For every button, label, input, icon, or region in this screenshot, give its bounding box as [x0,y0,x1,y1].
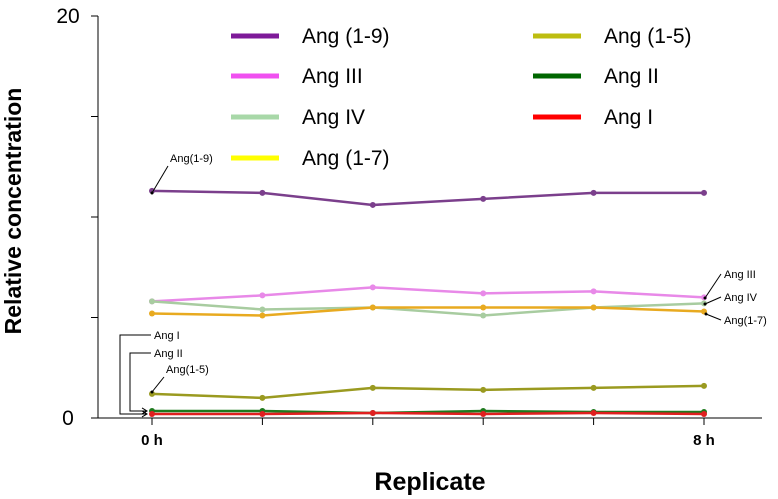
data-point [259,411,265,417]
data-point [149,310,155,316]
annotation-arrowhead [151,192,154,195]
data-point [480,387,486,393]
y-axis-title: Relative concentration [0,88,26,335]
data-point [149,298,155,304]
series-layer [149,188,707,417]
y-tick-label: 0 [62,407,74,430]
annotation-bracket [120,335,151,414]
data-point [259,395,265,401]
data-point [480,411,486,417]
data-point [259,190,265,196]
data-point [591,288,597,294]
data-point [259,292,265,298]
annotation-label: Ang(1-7) [724,315,767,327]
series-line [152,413,704,414]
legend-item-ang-i: Ang I [533,106,653,129]
legend-label: Ang II [604,65,659,88]
series-line [152,287,704,301]
data-point [370,304,376,310]
annotation-label: Ang II [154,348,183,360]
annotation-arrow [706,314,721,320]
data-point [259,312,265,318]
annotation-ang-1-7: Ang(1-7) [705,313,767,328]
data-point [591,304,597,310]
annotation-arrow [705,274,721,298]
series-line [152,386,704,398]
annotation-arrowhead [704,297,707,300]
annotation-arrowhead [151,391,154,394]
data-point [370,410,376,416]
annotation-arrow [152,166,168,193]
legend: Ang (1-9) Ang III Ang IV Ang (1-7) Ang (1-5)… [231,25,692,170]
data-point [480,196,486,202]
annotation-arrow [705,297,721,304]
annotation-ang-1-5: Ang(1-5) [151,364,209,394]
data-point [259,306,265,312]
annotation-label: Ang III [724,269,756,281]
data-point [370,202,376,208]
legend-label: Ang (1-7) [302,147,390,170]
data-point [591,410,597,416]
series-ang-iii [149,284,707,304]
series-ang-1-9 [149,188,707,208]
data-point [370,385,376,391]
annotation-ang-1-9: Ang(1-9) [151,153,213,195]
annotation-label: Ang I [154,330,180,342]
annotation-label: Ang(1-9) [170,153,213,165]
data-point [591,190,597,196]
x-tick-label: 0 h [141,432,163,449]
legend-item-ang-1-7: Ang (1-7) [231,147,390,170]
annotation-arrowhead [705,313,708,316]
data-point [480,312,486,318]
data-point [149,411,155,417]
data-point [591,385,597,391]
y-tick-label: 20 [56,5,79,28]
x-axis-title: Replicate [374,468,485,496]
legend-item-ang-iii: Ang III [231,65,363,88]
data-point [701,411,707,417]
series-ang-1-5 [149,383,707,401]
data-point [701,190,707,196]
legend-label: Ang I [604,106,653,129]
legend-item-ang-1-5: Ang (1-5) [533,25,692,48]
legend-item-ang-iv: Ang IV [231,106,365,129]
series-line [152,191,704,205]
legend-label: Ang IV [302,106,365,129]
x-tick-label: 8 h [693,432,715,449]
data-point [370,284,376,290]
annotation-bracket [130,353,151,411]
data-point [480,290,486,296]
legend-label: Ang (1-9) [302,25,390,48]
legend-label: Ang III [302,65,363,88]
annotation-label: Ang(1-5) [166,364,209,376]
annotation-ang-iv: Ang IV [704,292,758,306]
annotation-ang-ii: Ang II [130,348,183,414]
legend-item-ang-ii: Ang II [533,65,659,88]
annotation-arrow [152,377,164,392]
annotation-arrowhead [704,303,707,306]
data-point [480,304,486,310]
annotation-label: Ang IV [724,292,758,304]
data-point [701,383,707,389]
legend-label: Ang (1-5) [604,25,692,48]
legend-item-ang-1-9: Ang (1-9) [231,25,390,48]
